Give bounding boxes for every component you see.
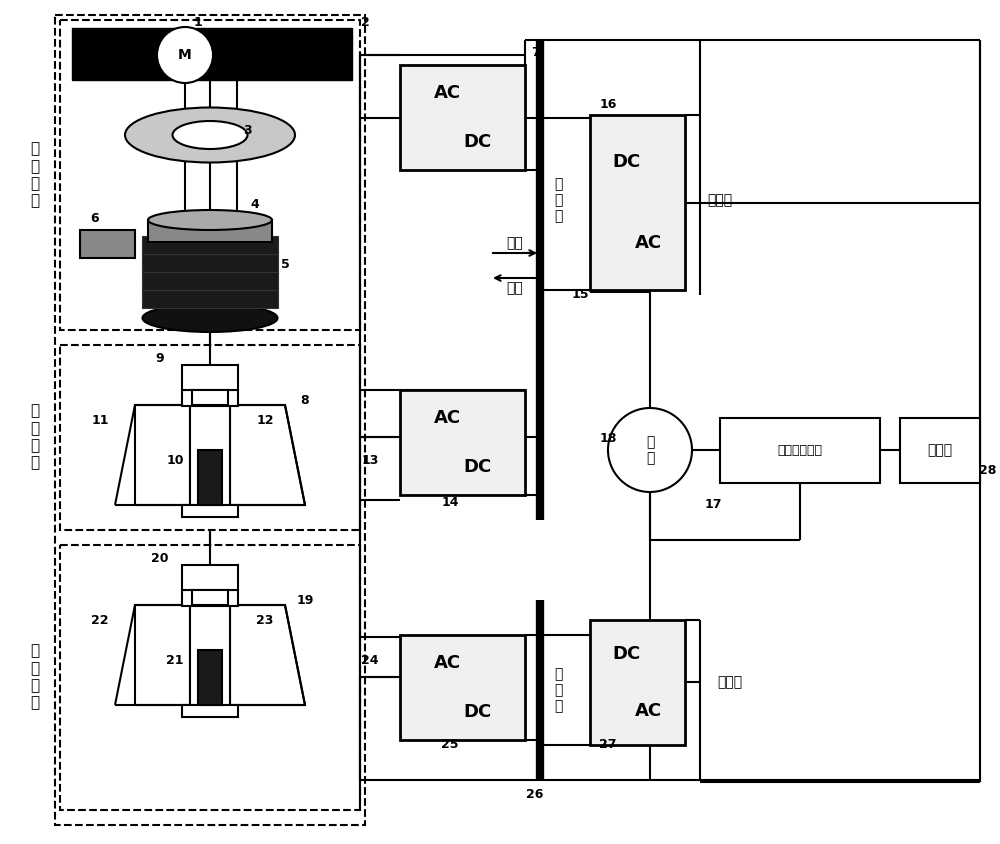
Text: 9: 9 bbox=[156, 351, 164, 365]
Bar bbox=[182, 365, 238, 390]
Bar bbox=[72, 28, 352, 80]
Bar bbox=[590, 620, 685, 745]
Bar bbox=[182, 565, 238, 590]
Text: 21: 21 bbox=[166, 653, 184, 667]
Bar bbox=[192, 390, 228, 405]
Text: 4: 4 bbox=[251, 198, 259, 212]
Polygon shape bbox=[230, 405, 305, 505]
Bar bbox=[900, 418, 980, 483]
Text: AC: AC bbox=[434, 654, 461, 673]
Circle shape bbox=[608, 408, 692, 492]
Text: 6: 6 bbox=[91, 212, 99, 225]
Text: 18: 18 bbox=[599, 431, 617, 445]
Text: 1: 1 bbox=[194, 17, 202, 30]
Text: 能量管理系统: 能量管理系统 bbox=[778, 443, 822, 457]
Bar bbox=[590, 115, 685, 290]
Text: M: M bbox=[178, 48, 192, 62]
Bar bbox=[55, 15, 365, 825]
Polygon shape bbox=[135, 605, 190, 705]
Text: 11: 11 bbox=[91, 414, 109, 426]
Bar bbox=[142, 254, 278, 272]
Text: AC: AC bbox=[635, 702, 662, 720]
Text: 19: 19 bbox=[296, 593, 314, 607]
Text: 调
频
飞
轮: 调 频 飞 轮 bbox=[30, 643, 40, 711]
Ellipse shape bbox=[143, 304, 278, 332]
Bar bbox=[60, 345, 360, 530]
Text: 10: 10 bbox=[166, 453, 184, 467]
Bar bbox=[720, 418, 880, 483]
Polygon shape bbox=[135, 405, 190, 505]
Bar bbox=[400, 65, 525, 170]
Text: 23: 23 bbox=[256, 614, 274, 626]
Text: 14: 14 bbox=[441, 495, 459, 508]
Text: 5: 5 bbox=[281, 258, 289, 272]
Text: 16: 16 bbox=[599, 99, 617, 111]
Text: 重
力
储
能: 重 力 储 能 bbox=[30, 142, 40, 208]
Bar bbox=[192, 590, 228, 605]
Bar bbox=[198, 450, 222, 505]
Bar bbox=[198, 650, 222, 705]
Bar bbox=[80, 230, 135, 258]
Bar bbox=[182, 590, 238, 606]
Bar bbox=[142, 272, 278, 290]
Text: 12: 12 bbox=[256, 414, 274, 426]
Text: DC: DC bbox=[612, 645, 640, 663]
Text: 20: 20 bbox=[151, 551, 169, 565]
Text: 直
流
侧: 直 流 侧 bbox=[554, 667, 562, 713]
Text: 电网侧: 电网侧 bbox=[707, 193, 733, 207]
Text: 3: 3 bbox=[244, 123, 252, 137]
Text: 7: 7 bbox=[531, 46, 539, 58]
Polygon shape bbox=[230, 605, 305, 705]
Bar bbox=[400, 390, 525, 495]
Text: 28: 28 bbox=[979, 463, 997, 477]
Bar bbox=[182, 705, 238, 717]
Bar bbox=[142, 236, 278, 254]
Bar bbox=[60, 20, 360, 330]
Text: 控制器: 控制器 bbox=[927, 443, 953, 457]
Text: 15: 15 bbox=[571, 289, 589, 301]
Text: 2: 2 bbox=[361, 17, 369, 30]
Text: 22: 22 bbox=[91, 614, 109, 626]
Text: 电网侧: 电网侧 bbox=[717, 675, 743, 689]
Ellipse shape bbox=[148, 210, 272, 230]
Bar bbox=[182, 390, 238, 406]
Text: DC: DC bbox=[463, 703, 492, 721]
Text: DC: DC bbox=[463, 133, 492, 150]
Circle shape bbox=[157, 27, 213, 83]
Text: AC: AC bbox=[635, 234, 662, 252]
Text: AC: AC bbox=[434, 84, 461, 102]
Bar bbox=[148, 220, 272, 242]
Text: 13: 13 bbox=[361, 453, 379, 467]
Text: 放电: 放电 bbox=[507, 236, 523, 250]
Text: 直
流
侧: 直 流 侧 bbox=[554, 176, 562, 223]
Bar bbox=[190, 405, 230, 505]
Ellipse shape bbox=[173, 121, 248, 149]
Ellipse shape bbox=[125, 107, 295, 163]
Text: DC: DC bbox=[612, 154, 640, 171]
Text: 8: 8 bbox=[301, 393, 309, 407]
Text: 24: 24 bbox=[361, 653, 379, 667]
Text: 26: 26 bbox=[526, 788, 544, 802]
Bar bbox=[400, 635, 525, 740]
Bar bbox=[190, 605, 230, 705]
Text: AC: AC bbox=[434, 409, 461, 427]
Text: 27: 27 bbox=[599, 738, 617, 751]
Text: 17: 17 bbox=[704, 499, 722, 511]
Text: 储
能
飞
轮: 储 能 飞 轮 bbox=[30, 403, 40, 471]
Text: DC: DC bbox=[463, 457, 492, 476]
Text: 25: 25 bbox=[441, 738, 459, 751]
Bar bbox=[60, 545, 360, 810]
Bar bbox=[182, 505, 238, 517]
Text: 电
网: 电 网 bbox=[646, 435, 654, 465]
Bar bbox=[142, 290, 278, 308]
Text: 充电: 充电 bbox=[507, 281, 523, 295]
